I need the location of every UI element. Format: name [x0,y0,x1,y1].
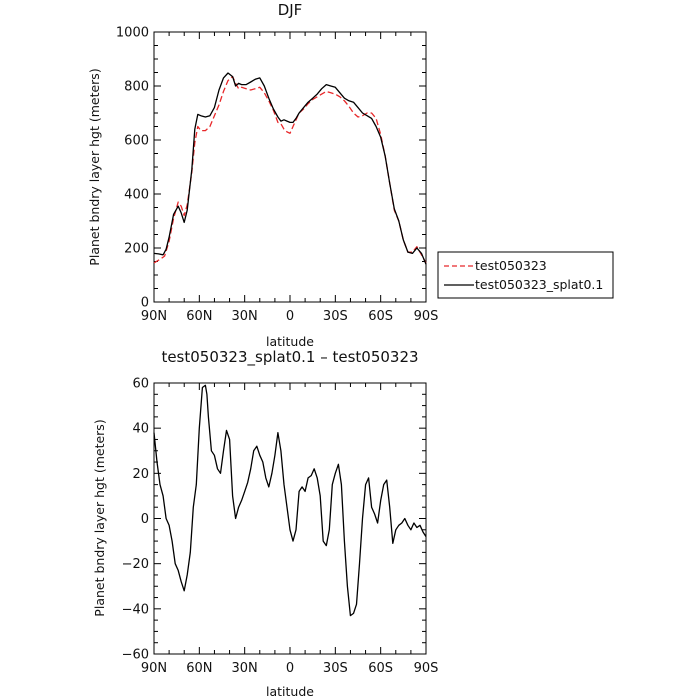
bottom-y-tick-label: −60 [122,648,149,663]
top-y-tick-label: 0 [141,296,149,311]
top-series-line-1 [153,72,427,265]
top-y-tick-label: 400 [124,188,149,203]
bottom-chart-title: test050323_splat0.1 – test050323 [161,348,418,367]
legend-label-test050323-splat0-1: test050323_splat0.1 [475,277,603,292]
top-chart-xlabel: latitude [266,334,314,349]
bottom-x-tick-label: 90N [141,661,167,676]
bottom-series-line-0 [153,384,427,617]
bottom-plot-frame [153,382,427,655]
top-x-tick-label: 60S [368,309,393,324]
bottom-x-tick-label: 60N [186,661,212,676]
top-chart-ylabel: Planet bndry layer hgt (meters) [87,68,102,265]
top-y-tick-label: 800 [124,80,149,95]
bottom-y-tick-label: −40 [122,602,149,617]
top-y-tick-label: 200 [124,242,149,257]
legend-label-test050323: test050323 [475,258,547,273]
bottom-y-tick-label: 60 [132,377,149,392]
bottom-x-tick-label: 90S [414,661,439,676]
top-chart-title: DJF [278,1,303,19]
legend: test050323 test050323_splat0.1 [437,251,614,299]
bottom-y-tick-label: 20 [132,467,149,482]
top-plot-frame [153,31,427,303]
top-x-tick-label: 90S [414,309,439,324]
bottom-x-tick-label: 0 [286,661,294,676]
bottom-x-tick-label: 60S [368,661,393,676]
top-x-tick-label: 60N [186,309,212,324]
bottom-y-tick-label: −20 [122,557,149,572]
top-x-tick-label: 30S [323,309,348,324]
top-x-tick-label: 90N [141,309,167,324]
bottom-y-tick-label: 0 [141,512,149,527]
top-x-tick-label: 0 [286,309,294,324]
top-x-tick-label: 30N [232,309,258,324]
bottom-chart: test050323_splat0.1 – test050323 90N 60N 3… [92,348,438,699]
bottom-chart-ylabel: Planet bndry layer hgt (meters) [92,419,107,616]
top-y-tick-label: 1000 [116,26,149,41]
legend-box [437,251,614,299]
top-y-tick-label: 600 [124,134,149,149]
top-chart: DJF 90N 60N 30N 0 30S 60S 90S 0 200 400 600 800 1000… [87,1,438,349]
bottom-chart-xlabel: latitude [266,684,314,699]
bottom-y-tick-label: 40 [132,422,149,437]
bottom-x-tick-label: 30S [323,661,348,676]
bottom-x-tick-label: 30N [232,661,258,676]
top-series-line-0 [153,75,427,264]
